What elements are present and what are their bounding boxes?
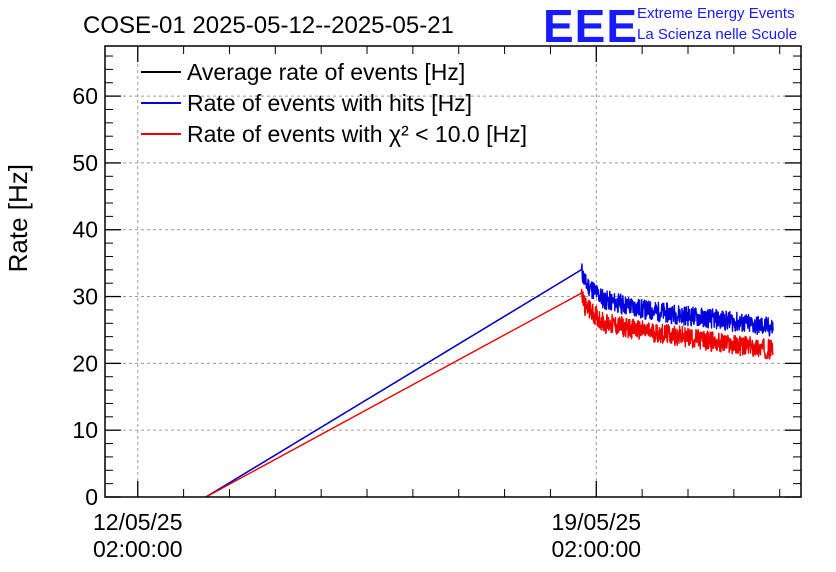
eee-logo-line1: Extreme Energy Events bbox=[637, 5, 795, 22]
plot-frame bbox=[104, 45, 802, 498]
x-tick-label-time: 02:00:00 bbox=[552, 536, 642, 562]
y-tick-label: 50 bbox=[72, 150, 98, 176]
y-tick-label: 10 bbox=[72, 417, 98, 443]
legend-label-1: Rate of events with hits [Hz] bbox=[187, 90, 472, 116]
x-tick-label-time: 02:00:00 bbox=[93, 536, 183, 562]
y-axis-label: Rate [Hz] bbox=[3, 164, 33, 272]
y-tick-label: 60 bbox=[72, 83, 98, 109]
series-line-2 bbox=[205, 288, 774, 498]
chart-title: COSE-01 2025-05-12--2025-05-21 bbox=[83, 12, 454, 39]
legend-label-2: Rate of events with χ² < 10.0 [Hz] bbox=[187, 121, 527, 147]
x-tick-label-date: 12/05/25 bbox=[93, 509, 183, 535]
y-tick-label: 40 bbox=[72, 217, 98, 243]
legend-label-0: Average rate of events [Hz] bbox=[187, 59, 465, 85]
y-tick-label: 30 bbox=[72, 284, 98, 310]
eee-logo-line2: La Scienza nelle Scuole bbox=[637, 26, 797, 43]
eee-logo-mark: EEE bbox=[543, 0, 638, 52]
y-tick-label: 20 bbox=[72, 350, 98, 376]
legend: Average rate of events [Hz] Rate of event… bbox=[141, 59, 527, 147]
series-layer bbox=[205, 263, 774, 498]
x-tick-label-date: 19/05/25 bbox=[552, 509, 642, 535]
y-tick-label: 0 bbox=[85, 484, 98, 510]
axis-ticks: 010203040506012/05/2502:00:0019/05/2502:… bbox=[72, 46, 801, 562]
eee-logo: EEE Extreme Energy Events La Scienza nel… bbox=[543, 0, 797, 52]
series-line-1 bbox=[205, 263, 774, 498]
